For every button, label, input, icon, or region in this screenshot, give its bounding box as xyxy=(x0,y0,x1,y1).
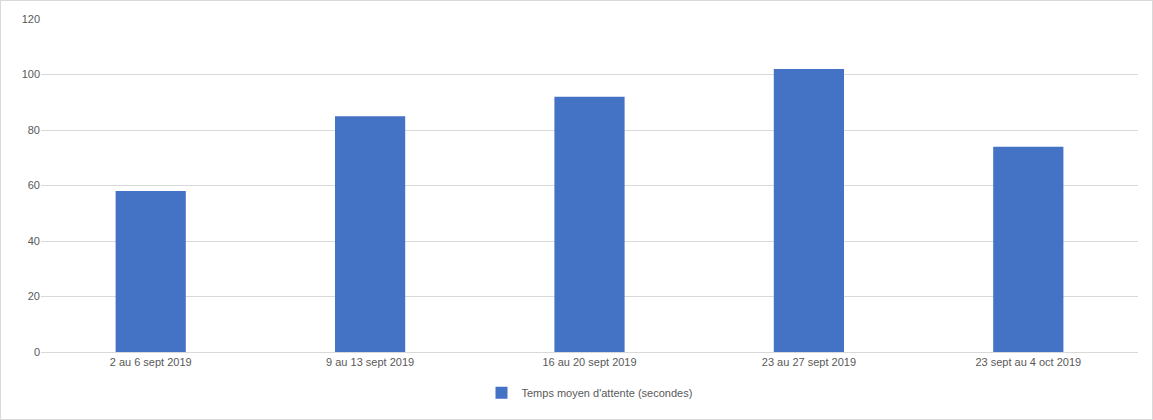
svg-text:120: 120 xyxy=(22,13,40,25)
svg-text:23 sept au 4 oct 2019: 23 sept au 4 oct 2019 xyxy=(975,356,1081,368)
svg-text:Temps moyen d'attente (seconde: Temps moyen d'attente (secondes) xyxy=(522,387,693,399)
svg-text:16 au 20 sept 2019: 16 au 20 sept 2019 xyxy=(542,356,636,368)
svg-text:9 au 13 sept 2019: 9 au 13 sept 2019 xyxy=(326,356,414,368)
svg-text:20: 20 xyxy=(28,290,40,302)
svg-text:100: 100 xyxy=(22,68,40,80)
svg-text:60: 60 xyxy=(28,179,40,191)
svg-text:40: 40 xyxy=(28,235,40,247)
svg-text:0: 0 xyxy=(34,346,40,358)
svg-text:2 au 6 sept 2019: 2 au 6 sept 2019 xyxy=(110,356,192,368)
svg-text:80: 80 xyxy=(28,124,40,136)
svg-text:23 au 27 sept 2019: 23 au 27 sept 2019 xyxy=(762,356,856,368)
